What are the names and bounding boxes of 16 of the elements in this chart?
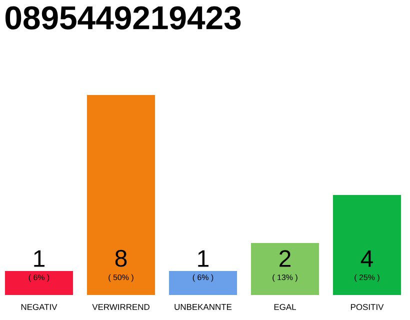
bar (332, 195, 402, 295)
annotation: 4 (360, 250, 373, 267)
x-tick-label: UNBEKANNTE (174, 304, 232, 310)
bar (86, 95, 156, 295)
annotation: 1 (198, 250, 208, 267)
x-tick-label: EGAL (274, 304, 296, 310)
annotation: 2 (280, 250, 290, 267)
annotation: 1 (34, 250, 44, 267)
annotation: 8 (115, 250, 127, 267)
bar (168, 271, 238, 295)
x-tick-label: VERWIRREND (92, 304, 150, 310)
x-tick-label: NEGATIV (21, 304, 58, 310)
chart-title: 0895449219423 (5, 6, 241, 30)
bar (250, 243, 320, 295)
x-tick-label: POSITIV (350, 304, 384, 310)
bar (4, 271, 74, 295)
